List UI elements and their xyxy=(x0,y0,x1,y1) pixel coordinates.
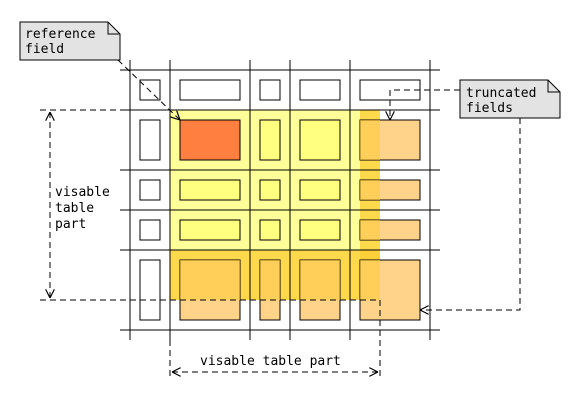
truncated-note-line2: fields xyxy=(466,101,513,116)
field-r3c3 xyxy=(259,179,281,201)
vertical-visible-label: visable table part xyxy=(52,180,116,238)
reference-note-line1: reference xyxy=(25,27,96,42)
reference-field xyxy=(179,119,241,161)
vertical-label-line2: table xyxy=(55,201,94,216)
field-r1c3 xyxy=(259,79,281,101)
field-r4c1 xyxy=(139,219,161,241)
truncated-callout-arrow-top xyxy=(390,89,460,120)
field-r3c2 xyxy=(179,179,241,201)
table-grid xyxy=(120,60,440,340)
field-r2c3 xyxy=(259,119,281,161)
field-r5c1 xyxy=(139,259,161,321)
field-r4c3 xyxy=(259,219,281,241)
vertical-label-line3: part xyxy=(55,217,86,232)
field-r2c4 xyxy=(299,119,341,161)
horizontal-visible-label: visable table part xyxy=(200,354,341,369)
field-r3c4 xyxy=(299,179,341,201)
vertical-label-line1: visable xyxy=(55,185,110,200)
field-r4c2 xyxy=(179,219,241,241)
field-r3c1 xyxy=(139,179,161,201)
field-r1c1 xyxy=(139,79,161,101)
visible-area-guides xyxy=(40,109,381,380)
truncated-fields-note: truncated fields xyxy=(459,79,561,119)
reference-note-line2: field xyxy=(25,42,64,57)
truncated-overlay-tint xyxy=(180,120,380,300)
truncated-callout-arrow-bottom xyxy=(420,118,521,310)
reference-field-note: reference field xyxy=(19,21,121,61)
field-r1c2 xyxy=(179,79,241,101)
field-r4c4 xyxy=(299,219,341,241)
reference-callout-arrow xyxy=(117,59,180,120)
truncated-note-line1: truncated xyxy=(466,86,536,101)
field-r2c1 xyxy=(139,119,161,161)
field-r1c4 xyxy=(299,79,341,101)
